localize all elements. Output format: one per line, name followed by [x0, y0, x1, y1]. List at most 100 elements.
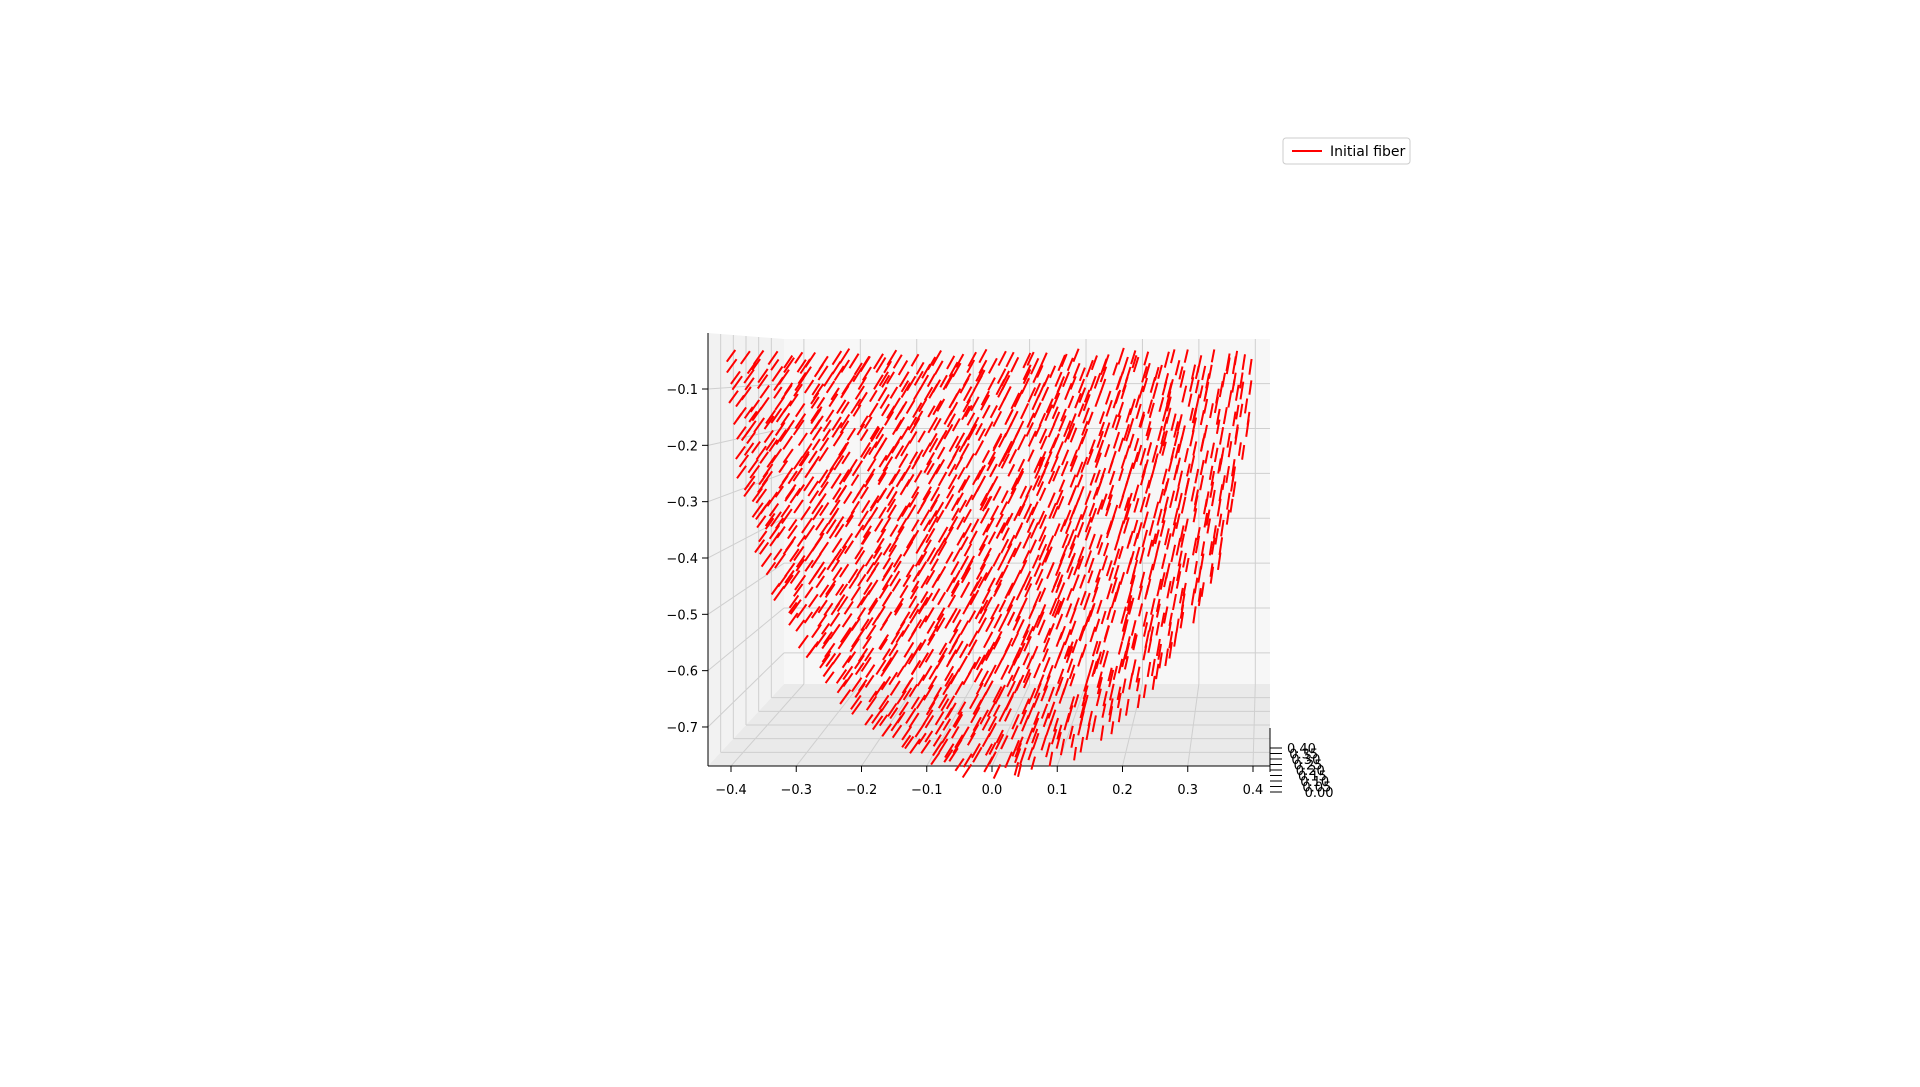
fiber-segment	[764, 517, 775, 530]
fiber-segment	[892, 553, 903, 568]
fiber-segment	[1001, 527, 1010, 541]
fiber-segment	[1177, 492, 1183, 511]
fiber-segment	[979, 599, 989, 615]
fiber-segment	[843, 491, 853, 505]
fiber-segment	[1069, 607, 1077, 624]
fiber-segment	[1111, 577, 1118, 594]
fiber-segment	[854, 546, 864, 560]
fiber-segment	[819, 522, 829, 537]
fiber-segment	[1073, 694, 1080, 708]
fiber-segment	[943, 409, 954, 425]
fiber-segment	[1063, 428, 1072, 443]
fiber-segment	[1072, 348, 1080, 363]
fiber-segment	[1023, 635, 1032, 652]
fiber-segment	[1121, 614, 1129, 632]
fiber-segment	[926, 373, 936, 388]
fiber-segment	[789, 487, 802, 504]
fiber-segment	[1031, 394, 1041, 411]
fiber-segment	[1211, 489, 1216, 507]
fiber-segment	[1030, 756, 1036, 770]
fiber-segment	[1163, 351, 1170, 368]
fiber-segment	[808, 570, 819, 585]
fiber-segment	[906, 375, 917, 392]
fiber-segment	[882, 557, 892, 570]
fiber-segment	[1052, 411, 1061, 426]
fiber-segment	[771, 365, 784, 382]
fiber-segment	[975, 368, 984, 382]
fiber-segment	[1158, 397, 1165, 413]
fiber-segment	[1117, 708, 1122, 723]
fiber-segment	[1088, 502, 1096, 517]
fiber-segment	[1210, 349, 1216, 363]
fiber-segment	[1107, 484, 1115, 500]
fiber-segment	[957, 655, 968, 672]
fiber-segment	[1219, 427, 1225, 445]
fiber-segment	[1034, 568, 1044, 586]
fiber-segment	[774, 485, 785, 498]
fiber-segment	[943, 749, 954, 763]
fiber-segment	[1060, 408, 1067, 422]
fiber-segment	[1088, 533, 1096, 550]
fiber-segment	[1004, 751, 1013, 769]
fiber-segment	[1210, 442, 1215, 459]
fiber-segment	[1198, 385, 1204, 399]
fiber-segment	[1041, 386, 1050, 402]
fiber-segment	[1036, 578, 1044, 591]
fiber-segment	[1078, 624, 1087, 642]
fiber-segment	[804, 462, 816, 479]
fiber-segment	[1054, 682, 1062, 697]
fiber-segment	[928, 437, 939, 453]
fiber-segment	[861, 516, 872, 531]
fiber-segment	[810, 408, 822, 425]
fiber-segment	[1084, 490, 1092, 506]
fiber-segment	[979, 670, 989, 687]
fiber-segment	[1135, 403, 1142, 420]
fiber-segment	[835, 583, 845, 597]
fiber-segment	[997, 557, 1006, 571]
fiber-segment	[1214, 528, 1219, 545]
fiber-segment	[1180, 533, 1186, 548]
fiber-segment	[1053, 600, 1063, 618]
fiber-segment	[975, 682, 984, 695]
fiber-segment	[1139, 414, 1146, 429]
fiber-segment	[850, 398, 862, 414]
fiber-segment	[803, 611, 814, 624]
fiber-segment	[881, 723, 893, 737]
fiber-segment	[820, 622, 831, 635]
fiber-segment	[751, 406, 763, 422]
fiber-segment	[987, 715, 998, 732]
fiber-segment	[830, 548, 843, 565]
fiber-segment	[1199, 459, 1205, 476]
fiber-segment	[839, 563, 850, 578]
fiber-segment	[987, 531, 997, 545]
fiber-segment	[1104, 443, 1111, 458]
fiber-segment	[1115, 376, 1122, 391]
fiber-segment	[1019, 559, 1028, 575]
fiber-segment	[846, 621, 858, 636]
fiber-segment	[805, 644, 817, 659]
fiber-segment	[1102, 542, 1110, 557]
fiber-segment	[1050, 728, 1058, 745]
fiber-segment	[1126, 600, 1133, 615]
fiber-segment	[1078, 387, 1087, 403]
fiber-segment	[1137, 585, 1143, 601]
fiber-segment	[1095, 651, 1102, 670]
fiber-segment	[1012, 541, 1022, 558]
fiber-segment	[1006, 680, 1016, 697]
fiber-segment	[1125, 408, 1132, 423]
fiber-segment	[1000, 490, 1009, 504]
fiber-segment	[1179, 587, 1184, 604]
fiber-segment	[981, 588, 991, 605]
fiber-segment	[1101, 703, 1107, 718]
fiber-segment	[894, 602, 904, 616]
fiber-segment	[926, 620, 936, 635]
fiber-segment	[983, 566, 994, 582]
fiber-segment	[1010, 477, 1019, 491]
fiber-segment	[1159, 520, 1166, 537]
fiber-segment	[1086, 448, 1094, 466]
fiber-segment	[875, 426, 885, 440]
fiber-segment	[1039, 435, 1048, 450]
fiber-segment	[920, 575, 930, 589]
fiber-segment	[1012, 569, 1022, 586]
fiber-segment	[957, 701, 967, 715]
